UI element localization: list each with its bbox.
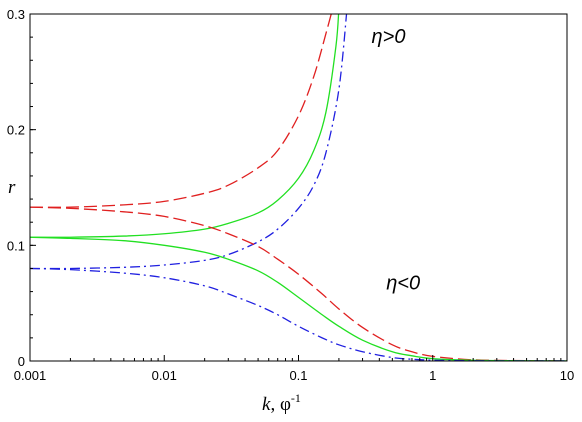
x-tick-label: 0.1: [289, 368, 307, 383]
series-line-1: [30, 14, 332, 208]
plot-frame: [29, 13, 568, 362]
annotations-layer: η>0 η<0: [372, 26, 421, 294]
y-tick-label: 0.2: [7, 123, 25, 138]
y-tick-label: 0.3: [7, 7, 25, 22]
x-tick-label: 0.001: [14, 368, 47, 383]
y-tick-label: 0: [18, 354, 25, 369]
y-tick-label: 0.1: [7, 238, 25, 253]
y-axis-title: r: [8, 177, 16, 198]
annotation-2: η<0: [386, 272, 420, 294]
series-line-3: [30, 14, 348, 270]
x-axis-title-unit: , φ: [270, 394, 291, 415]
annotation-1: η>0: [372, 26, 406, 48]
series-line-4: [30, 206, 567, 361]
x-axis-title: k, φ-1: [262, 391, 301, 415]
curves-layer: [30, 14, 567, 361]
x-axis-title-exponent: -1: [291, 391, 301, 405]
x-tick-label: 1: [429, 368, 436, 383]
series-line-6: [30, 267, 567, 361]
x-tick-label: 0.01: [152, 368, 177, 383]
ticks-layer: 0.001 0.01 0.1 1 10 0 0.1 0.2 0.3: [7, 7, 574, 383]
series-line-2: [30, 14, 340, 238]
series-line-5: [30, 236, 567, 361]
x-tick-label: 10: [560, 368, 574, 383]
x-axis-title-variable: k: [262, 394, 271, 415]
